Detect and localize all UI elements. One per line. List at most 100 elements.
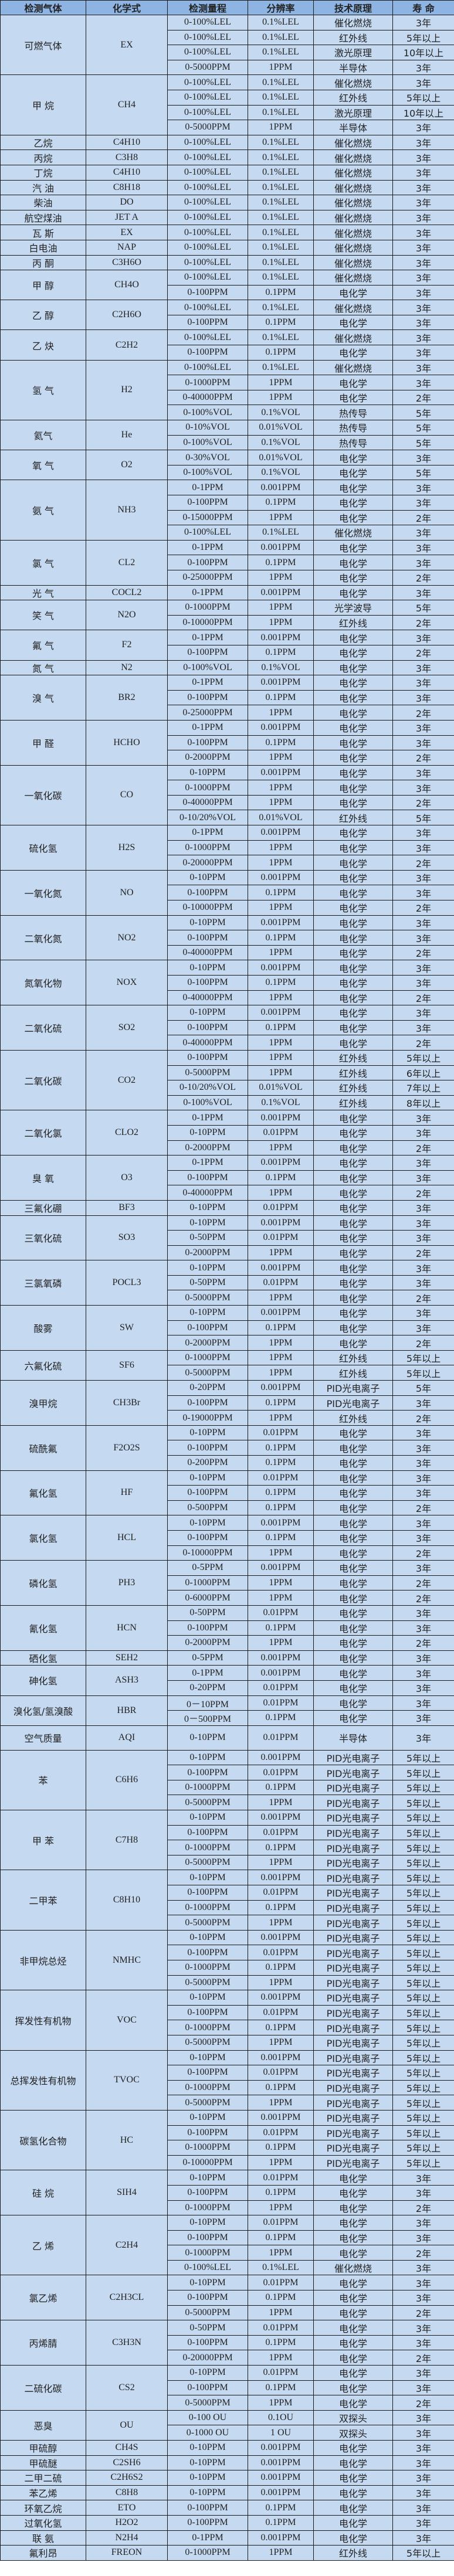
range-cell: 0-100%VOL (167, 405, 248, 421)
lifespan-cell: 3年 (392, 2470, 454, 2486)
gas-name-cell: 溴化氢/氢溴酸 (0, 1695, 86, 1726)
range-cell: 0-100PPM (167, 2290, 248, 2306)
lifespan-cell: 3年 (392, 1110, 454, 1126)
lifespan-cell: 5年以上 (392, 2065, 454, 2081)
lifespan-cell: 2年 (392, 509, 454, 526)
gas-name-cell: 氰化氢 (0, 1605, 86, 1651)
range-cell: 0-100%LEL (167, 104, 248, 121)
table-row: 0-100%LEL 0.1%LEL 激光原理 10年以上 (1, 45, 454, 60)
lifespan-cell: 3年 (392, 225, 454, 240)
range-cell: 0-25000PPM (167, 705, 248, 721)
technology-cell: 电化学 (313, 780, 393, 796)
lifespan-cell: 3年 (392, 915, 454, 931)
range-cell: 0-100PPM (167, 1824, 248, 1841)
lifespan-cell: 2年 (392, 855, 454, 871)
technology-cell: 电化学 (313, 960, 393, 976)
formula-cell: C7H8 (86, 1810, 168, 1871)
table-row: 丙烯腈 C3H3N 0-50PPM 0.01PPM 电化学 3年 (0, 2320, 454, 2366)
gas-name-cell: 非甲烷总烃 (0, 1929, 86, 1991)
lifespan-cell: 3年 (392, 59, 454, 76)
lifespan-cell: 2年 (392, 1290, 454, 1306)
resolution-cell: 0.01PPM (248, 1725, 314, 1751)
resolution-cell: 0.1%LEL (248, 15, 314, 30)
resolution-cell: 1PPM (248, 2395, 314, 2411)
formula-cell: PH3 (86, 1560, 168, 1606)
gas-name-cell: 环氧乙烷 (0, 2500, 86, 2516)
range-cell: 0-10PPM (167, 1425, 248, 1441)
table-row: 0-1000 OU 1 OU 双探头 3年 (1, 2425, 454, 2441)
formula-cell: TVOC (86, 2050, 168, 2111)
lifespan-cell: 3年 (392, 584, 454, 601)
table-row: 0-5000PPM 1PPM 红外线 5年以上 (1, 1365, 454, 1381)
technology-cell: 红外线 (313, 1065, 393, 1081)
gas-name-cell: 二甲苯 (0, 1870, 86, 1931)
technology-cell: 电化学 (313, 2395, 393, 2411)
resolution-cell: 1PPM (248, 1545, 314, 1561)
header-formula: 化学式 (86, 0, 168, 15)
range-cell: 0-1000PPM (167, 2545, 248, 2561)
table-row: 乙 炔 C2H2 0-100%LEL 0.1%LEL 催化燃烧 3年 (0, 329, 454, 361)
range-cell: 0-100PPM (167, 2500, 248, 2516)
table-row: 三氧化硫 SO3 0-10PPM 0.001PPM 电化学 3年 (0, 1215, 454, 1261)
gas-name-cell: 硒化氢 (0, 1650, 86, 1666)
technology-cell: PID光电离子 (313, 1960, 393, 1976)
technology-cell: 电化学 (313, 2170, 393, 2186)
gas-name-cell: 碳氢化合物 (0, 2109, 86, 2171)
technology-cell: 电化学 (313, 1530, 393, 1546)
resolution-cell: 0.1PPM (248, 1840, 314, 1855)
range-cell: 0-10PPM (167, 2485, 248, 2501)
lifespan-cell: 10年以上 (392, 45, 454, 60)
resolution-cell: 1PPM (248, 944, 314, 961)
resolution-cell: 0.1%LEL (248, 164, 314, 181)
formula-cell: HBR (86, 1695, 168, 1726)
lifespan-cell: 3年 (392, 450, 454, 465)
lifespan-cell: 3年 (392, 539, 454, 556)
table-row: 0-100PPM 0.1PPM 电化学 3年 (1, 555, 454, 570)
technology-cell: 电化学 (313, 1605, 393, 1621)
lifespan-cell: 3年 (392, 2334, 454, 2351)
range-cell: 0-100%VOL (167, 1095, 248, 1111)
gas-name-cell: 氯化氢 (0, 1515, 86, 1561)
lifespan-cell: 3年 (392, 825, 454, 841)
lifespan-cell: 3年 (392, 764, 454, 781)
lifespan-cell: 8年以上 (392, 1095, 454, 1111)
resolution-cell: 0.01PPM (248, 1695, 314, 1711)
range-cell: 0-100PPM (167, 2125, 248, 2141)
range-cell: 0-100PPM (167, 1049, 248, 1066)
resolution-cell: 0.01PPM (248, 2004, 314, 2021)
gas-name-cell: 苯乙烯 (0, 2485, 86, 2501)
table-row: 甲 烷 CH4 0-100%LEL 0.1%LEL 催化燃烧 3年 (0, 74, 454, 135)
range-cell: 0-10PPM (167, 915, 248, 931)
formula-cell: JET A (86, 209, 168, 226)
formula-cell: EX (86, 225, 168, 240)
table-row: 总挥发性有机物 TVOC 0-10PPM 0.001PPM PID光电离子 5年以上 (0, 2050, 454, 2111)
resolution-cell: 0.1%LEL (248, 195, 314, 210)
technology-cell: 电化学 (313, 944, 393, 961)
lifespan-cell: 3年 (392, 1170, 454, 1186)
technology-cell: PID光电离子 (313, 2004, 393, 2021)
resolution-cell: 1PPM (248, 614, 314, 631)
lifespan-cell: 3年 (392, 1515, 454, 1531)
technology-cell: 电化学 (313, 584, 393, 601)
technology-cell: PID光电离子 (313, 1899, 393, 1916)
formula-cell: N2 (86, 660, 168, 676)
gas-name-cell: 砷化氢 (0, 1665, 86, 1696)
formula-cell: COCL2 (86, 584, 168, 601)
lifespan-cell: 7年以上 (392, 1080, 454, 1096)
resolution-cell: 0.001PPM (248, 2109, 314, 2126)
formula-cell: HF (86, 1470, 168, 1516)
table-row: 0-100%LEL 0.1%LEL 催化燃烧 3年 (1, 2259, 454, 2276)
lifespan-cell: 3年 (392, 1455, 454, 1471)
table-row: 0-100PPM 0.1PPM 电化学 3年 (1, 2290, 454, 2306)
lifespan-cell: 3年 (392, 270, 454, 286)
header-gas: 检测气体 (0, 0, 86, 15)
table-row: 0-25000PPM 1PPM 电化学 2年 (1, 705, 454, 721)
technology-cell: 电化学 (313, 2215, 393, 2231)
lifespan-cell: 3年 (392, 375, 454, 390)
table-row: 笑 气 N2O 0-1000PPM 1PPM 光学波导 5年 (0, 600, 454, 631)
technology-cell: PID光电离子 (313, 2020, 393, 2035)
resolution-cell: 0.1PPM (248, 885, 314, 901)
table-row: 0-5000PPM 1PPM PID光电离子 5年以上 (1, 1915, 454, 1931)
technology-cell: 电化学 (313, 660, 393, 676)
table-row: 硒化氢 SEH2 0-5PPM 0.001PPM 电化学 3年 (0, 1650, 454, 1666)
